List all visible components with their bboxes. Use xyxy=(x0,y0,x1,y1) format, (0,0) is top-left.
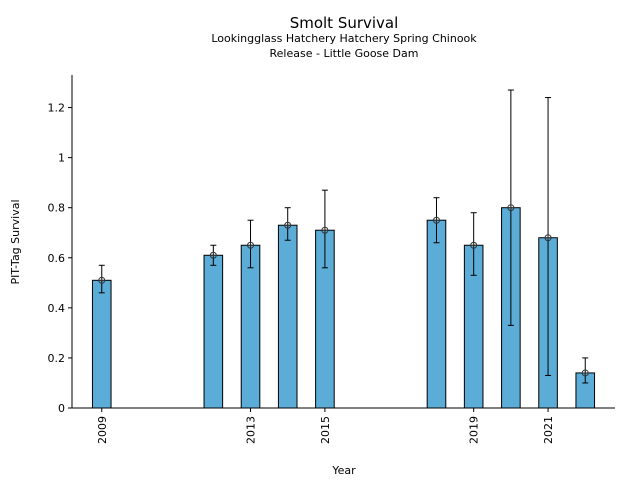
x-tick-label: 2019 xyxy=(468,416,481,444)
bar-2013 xyxy=(240,244,261,409)
y-tick-label: 0.4 xyxy=(48,302,66,315)
y-tick-label: 0.2 xyxy=(48,352,66,365)
y-tick-label: 0.8 xyxy=(48,202,66,215)
x-axis-label: Year xyxy=(331,464,356,477)
chart-subtitle-line-2: Release - Little Goose Dam xyxy=(270,47,419,60)
y-tick-label: 1.2 xyxy=(48,102,66,115)
x-tick-label: 2021 xyxy=(542,416,555,444)
bar-2009 xyxy=(91,279,112,409)
x-tick-label: 2015 xyxy=(319,416,332,444)
chart-title: Smolt Survival xyxy=(290,14,399,32)
bar-2018 xyxy=(426,219,447,409)
x-tick-label: 2009 xyxy=(96,416,109,444)
y-tick-label: 1 xyxy=(58,152,65,165)
x-tick-label: 2013 xyxy=(245,416,258,444)
bar-2012 xyxy=(203,254,224,409)
chart-subtitle-line-1: Lookingglass Hatchery Hatchery Spring Ch… xyxy=(211,32,477,45)
bar-2014 xyxy=(277,224,298,409)
y-tick-label: 0.6 xyxy=(48,252,66,265)
y-tick-label: 0 xyxy=(58,402,65,415)
y-axis-label: PIT-Tag Survival xyxy=(9,199,22,284)
